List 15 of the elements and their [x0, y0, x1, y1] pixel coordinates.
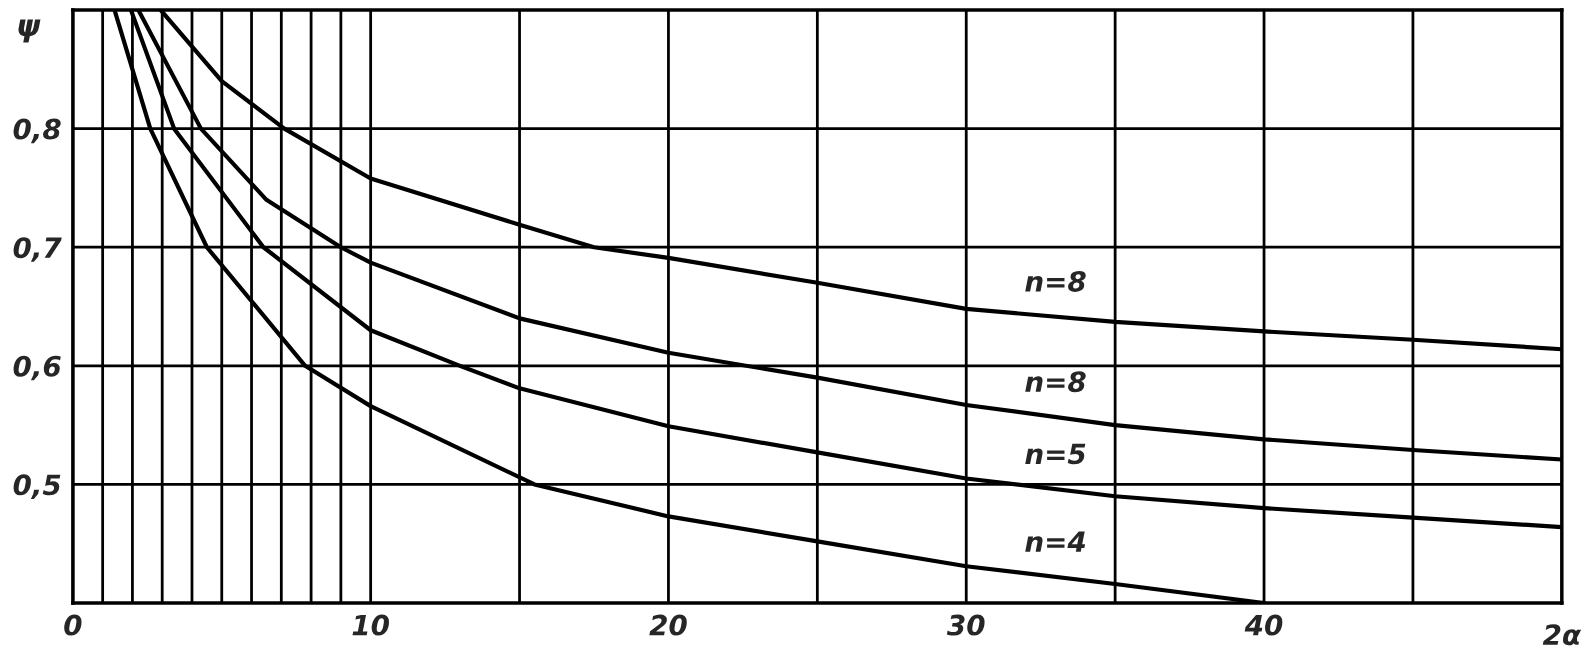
series-label: n=5	[1025, 443, 1086, 465]
y-tick-label: 0,7	[13, 237, 62, 262]
x-tick-label: 40	[1244, 614, 1283, 636]
y-tick-label: 0,5	[13, 474, 61, 499]
series-label: n=8	[1025, 371, 1086, 393]
series-label: n=4	[1025, 531, 1086, 552]
series-label: n=8	[1025, 270, 1086, 292]
x-tick-label: 0	[64, 614, 82, 636]
x-axis-title: 2α	[1542, 624, 1582, 646]
y-axis-title: ψ	[18, 19, 41, 43]
x-tick-label: 20	[649, 614, 687, 636]
x-tick-label: 10	[352, 614, 389, 636]
y-tick-label: 0,8	[13, 118, 61, 144]
y-tick-label: 0,6	[13, 355, 61, 381]
x-tick-label: 30	[946, 614, 985, 636]
